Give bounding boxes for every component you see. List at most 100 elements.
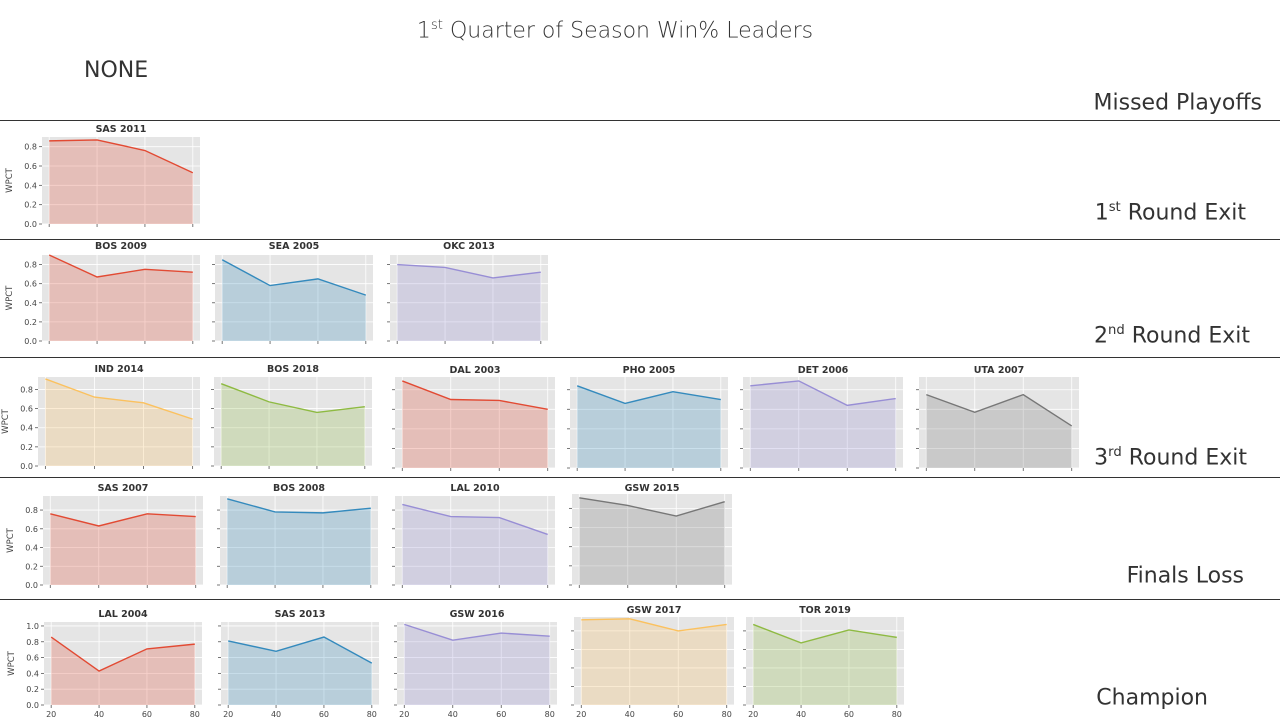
- plot-background: [43, 496, 203, 585]
- area-fill: [750, 380, 896, 468]
- x-tick-label: 20: [748, 710, 758, 719]
- y-tick-label: 0.6: [25, 525, 38, 534]
- y-tick-label: 0.4: [25, 544, 38, 553]
- x-tick-label: 40: [271, 710, 281, 719]
- panel-title: DAL 2003: [449, 365, 500, 376]
- plot-background: [44, 622, 202, 705]
- x-tick-label: 60: [142, 710, 152, 719]
- area-fill: [50, 513, 196, 585]
- panel-title: SAS 2007: [98, 483, 149, 494]
- area-fill: [753, 624, 897, 705]
- plot-background: [42, 255, 200, 341]
- y-tick-label: 0.0: [24, 220, 37, 229]
- row-label-1st-round-exit: 1st Round Exit: [1094, 200, 1246, 226]
- row-label-champion: Champion: [1096, 685, 1208, 711]
- y-tick-label: 0.4: [24, 299, 37, 308]
- plot-background: [214, 377, 372, 466]
- y-tick-label: 0.2: [26, 685, 39, 694]
- panel-title: GSW 2015: [625, 483, 680, 494]
- y-tick-label: 0.2: [24, 318, 37, 327]
- panel-title: TOR 2019: [799, 605, 851, 616]
- y-tick-label: 0.6: [24, 280, 37, 289]
- panel-title: SAS 2011: [96, 124, 147, 135]
- plot-background: [574, 617, 734, 705]
- x-tick-label: 20: [46, 710, 56, 719]
- y-tick-label: 0.4: [26, 669, 39, 678]
- row-label-3rd-round-exit: 3rd Round Exit: [1094, 445, 1247, 471]
- y-tick-label: 0.8: [26, 638, 39, 647]
- area-fill: [51, 637, 195, 705]
- panel-title: DET 2006: [798, 365, 849, 376]
- y-axis-label: WPCT: [5, 167, 15, 192]
- series-line: [397, 263, 541, 279]
- plot-background: [919, 377, 1079, 468]
- series-line: [48, 254, 193, 278]
- area-fill: [221, 383, 365, 466]
- panel-title: UTA 2007: [974, 365, 1025, 376]
- x-tick-label: 20: [223, 710, 233, 719]
- series-line: [226, 498, 371, 514]
- panel-title: PHO 2005: [623, 365, 676, 376]
- x-tick-label: 40: [625, 710, 635, 719]
- panel-title: BOS 2018: [267, 364, 319, 375]
- y-tick-label: 0.4: [24, 181, 37, 190]
- x-tick-label: 60: [673, 710, 683, 719]
- series-line: [50, 513, 196, 527]
- area-fill: [397, 264, 541, 341]
- x-tick-label: 80: [722, 710, 732, 719]
- area-fill: [926, 394, 1072, 468]
- series-line: [752, 623, 897, 644]
- y-tick-label: 0.6: [26, 654, 39, 663]
- plot-background: [38, 377, 200, 466]
- area-fill: [577, 385, 721, 468]
- y-axis-label: WPCT: [1, 408, 11, 433]
- row-label-finals-loss: Finals Loss: [1126, 563, 1244, 589]
- area-fill: [227, 498, 371, 585]
- y-axis-label: WPCT: [7, 650, 17, 675]
- x-tick-label: 80: [367, 710, 377, 719]
- y-axis-label: WPCT: [5, 285, 15, 310]
- y-tick-label: 1.0: [26, 622, 39, 631]
- y-tick-label: 0.2: [24, 201, 37, 210]
- row-divider: [0, 357, 1280, 358]
- x-tick-label: 60: [496, 710, 506, 719]
- series-line: [581, 618, 727, 632]
- plot-background: [220, 496, 378, 585]
- plot-background: [42, 137, 200, 224]
- series-line: [50, 636, 195, 672]
- series-line: [402, 503, 548, 536]
- y-tick-label: 0.2: [25, 562, 38, 571]
- x-tick-label: 20: [399, 710, 409, 719]
- area-fill: [222, 259, 366, 341]
- x-tick-label: 60: [319, 710, 329, 719]
- area-fill: [49, 139, 193, 224]
- y-tick-label: 0.0: [26, 701, 39, 710]
- row-divider: [0, 239, 1280, 240]
- panel-title: BOS 2008: [273, 483, 325, 494]
- row-label-missed-playoffs: Missed Playoffs: [1093, 90, 1262, 116]
- series-line: [228, 636, 373, 664]
- series-line: [220, 383, 365, 414]
- area-fill: [228, 637, 372, 705]
- panel-title: BOS 2009: [95, 241, 147, 252]
- x-tick-label: 60: [844, 710, 854, 719]
- y-tick-label: 0.2: [20, 443, 33, 452]
- series-line: [45, 378, 193, 420]
- page-title: 1st Quarter of Season Win% Leaders: [416, 18, 814, 44]
- y-tick-label: 0.8: [25, 506, 38, 515]
- series-line: [402, 380, 548, 410]
- x-tick-label: 80: [190, 710, 200, 719]
- area-fill: [581, 618, 727, 705]
- y-tick-label: 0.4: [20, 424, 33, 433]
